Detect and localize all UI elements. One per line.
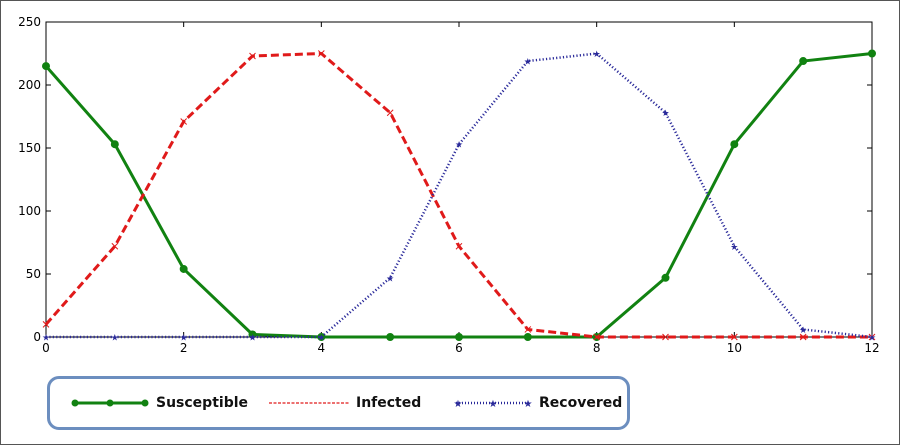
point-recovered: ★ (524, 58, 532, 68)
y-tick-label: 100 (18, 204, 41, 218)
legend-swatch-recovered: ★ ★ ★ (454, 399, 533, 409)
point-infected (593, 333, 601, 341)
point-susceptible (317, 333, 326, 341)
legend: Susceptible Infected ★ ★ ★ Recovered (47, 376, 630, 430)
x-tick-label: 2 (180, 341, 188, 355)
point-infected (180, 118, 188, 125)
svg-text:★: ★ (454, 399, 463, 409)
svg-text:★: ★ (489, 399, 498, 409)
point-recovered: ★ (317, 334, 325, 344)
point-recovered: ★ (593, 50, 601, 60)
x-tick-label: 10 (727, 341, 742, 355)
legend-label-infected: Infected (356, 395, 422, 411)
y-tick-label: 50 (26, 267, 41, 281)
legend-label-susceptible: Susceptible (156, 395, 249, 411)
point-infected (799, 333, 807, 341)
point-infected (730, 333, 738, 341)
y-tick-label: 150 (18, 141, 41, 155)
y-tick-label: 200 (18, 78, 41, 92)
series-line-infected (44, 52, 872, 339)
point-recovered: ★ (868, 334, 876, 344)
point-susceptible (110, 140, 119, 149)
series-line-susceptible (44, 52, 873, 339)
point-recovered: ★ (661, 109, 669, 119)
point-susceptible (868, 49, 876, 58)
point-susceptible (386, 333, 395, 341)
x-tick-label: 6 (455, 341, 463, 355)
legend-label-recovered: Recovered (539, 395, 623, 411)
point-susceptible (455, 333, 463, 341)
point-recovered: ★ (42, 334, 50, 344)
x-tick-label: 12 (864, 341, 879, 355)
plot-area (45, 21, 873, 338)
legend-swatch-susceptible (71, 399, 149, 407)
x-tick-label: 0 (42, 341, 50, 355)
point-susceptible (523, 333, 532, 341)
point-infected (317, 50, 325, 57)
point-infected (386, 109, 394, 117)
point-infected (662, 333, 669, 341)
point-susceptible (730, 140, 739, 149)
legend-item-recovered: ★ ★ ★ Recovered (453, 379, 623, 427)
point-susceptible (661, 273, 670, 282)
series-line-recovered (46, 52, 873, 339)
point-recovered: ★ (799, 326, 807, 336)
point-susceptible (799, 57, 808, 66)
point-infected (524, 326, 532, 333)
point-recovered: ★ (455, 141, 463, 151)
point-infected (42, 321, 50, 328)
point-recovered: ★ (111, 334, 119, 344)
legend-swatch-infected (269, 402, 349, 404)
svg-text:★: ★ (524, 399, 533, 409)
y-tick-label: 0 (33, 330, 41, 344)
x-tick-label: 8 (593, 341, 601, 355)
point-infected (455, 242, 463, 250)
point-recovered: ★ (730, 243, 738, 253)
point-infected (111, 242, 119, 250)
x-tick-label: 4 (318, 341, 326, 355)
y-tick-label: 250 (18, 15, 41, 29)
point-infected (249, 52, 256, 60)
legend-item-infected: Infected (268, 379, 421, 427)
point-recovered: ★ (180, 334, 188, 344)
point-susceptible (179, 264, 188, 273)
legend-item-susceptible: Susceptible (70, 379, 248, 427)
point-recovered: ★ (386, 274, 394, 284)
point-susceptible (42, 62, 50, 71)
point-recovered: ★ (248, 334, 256, 344)
